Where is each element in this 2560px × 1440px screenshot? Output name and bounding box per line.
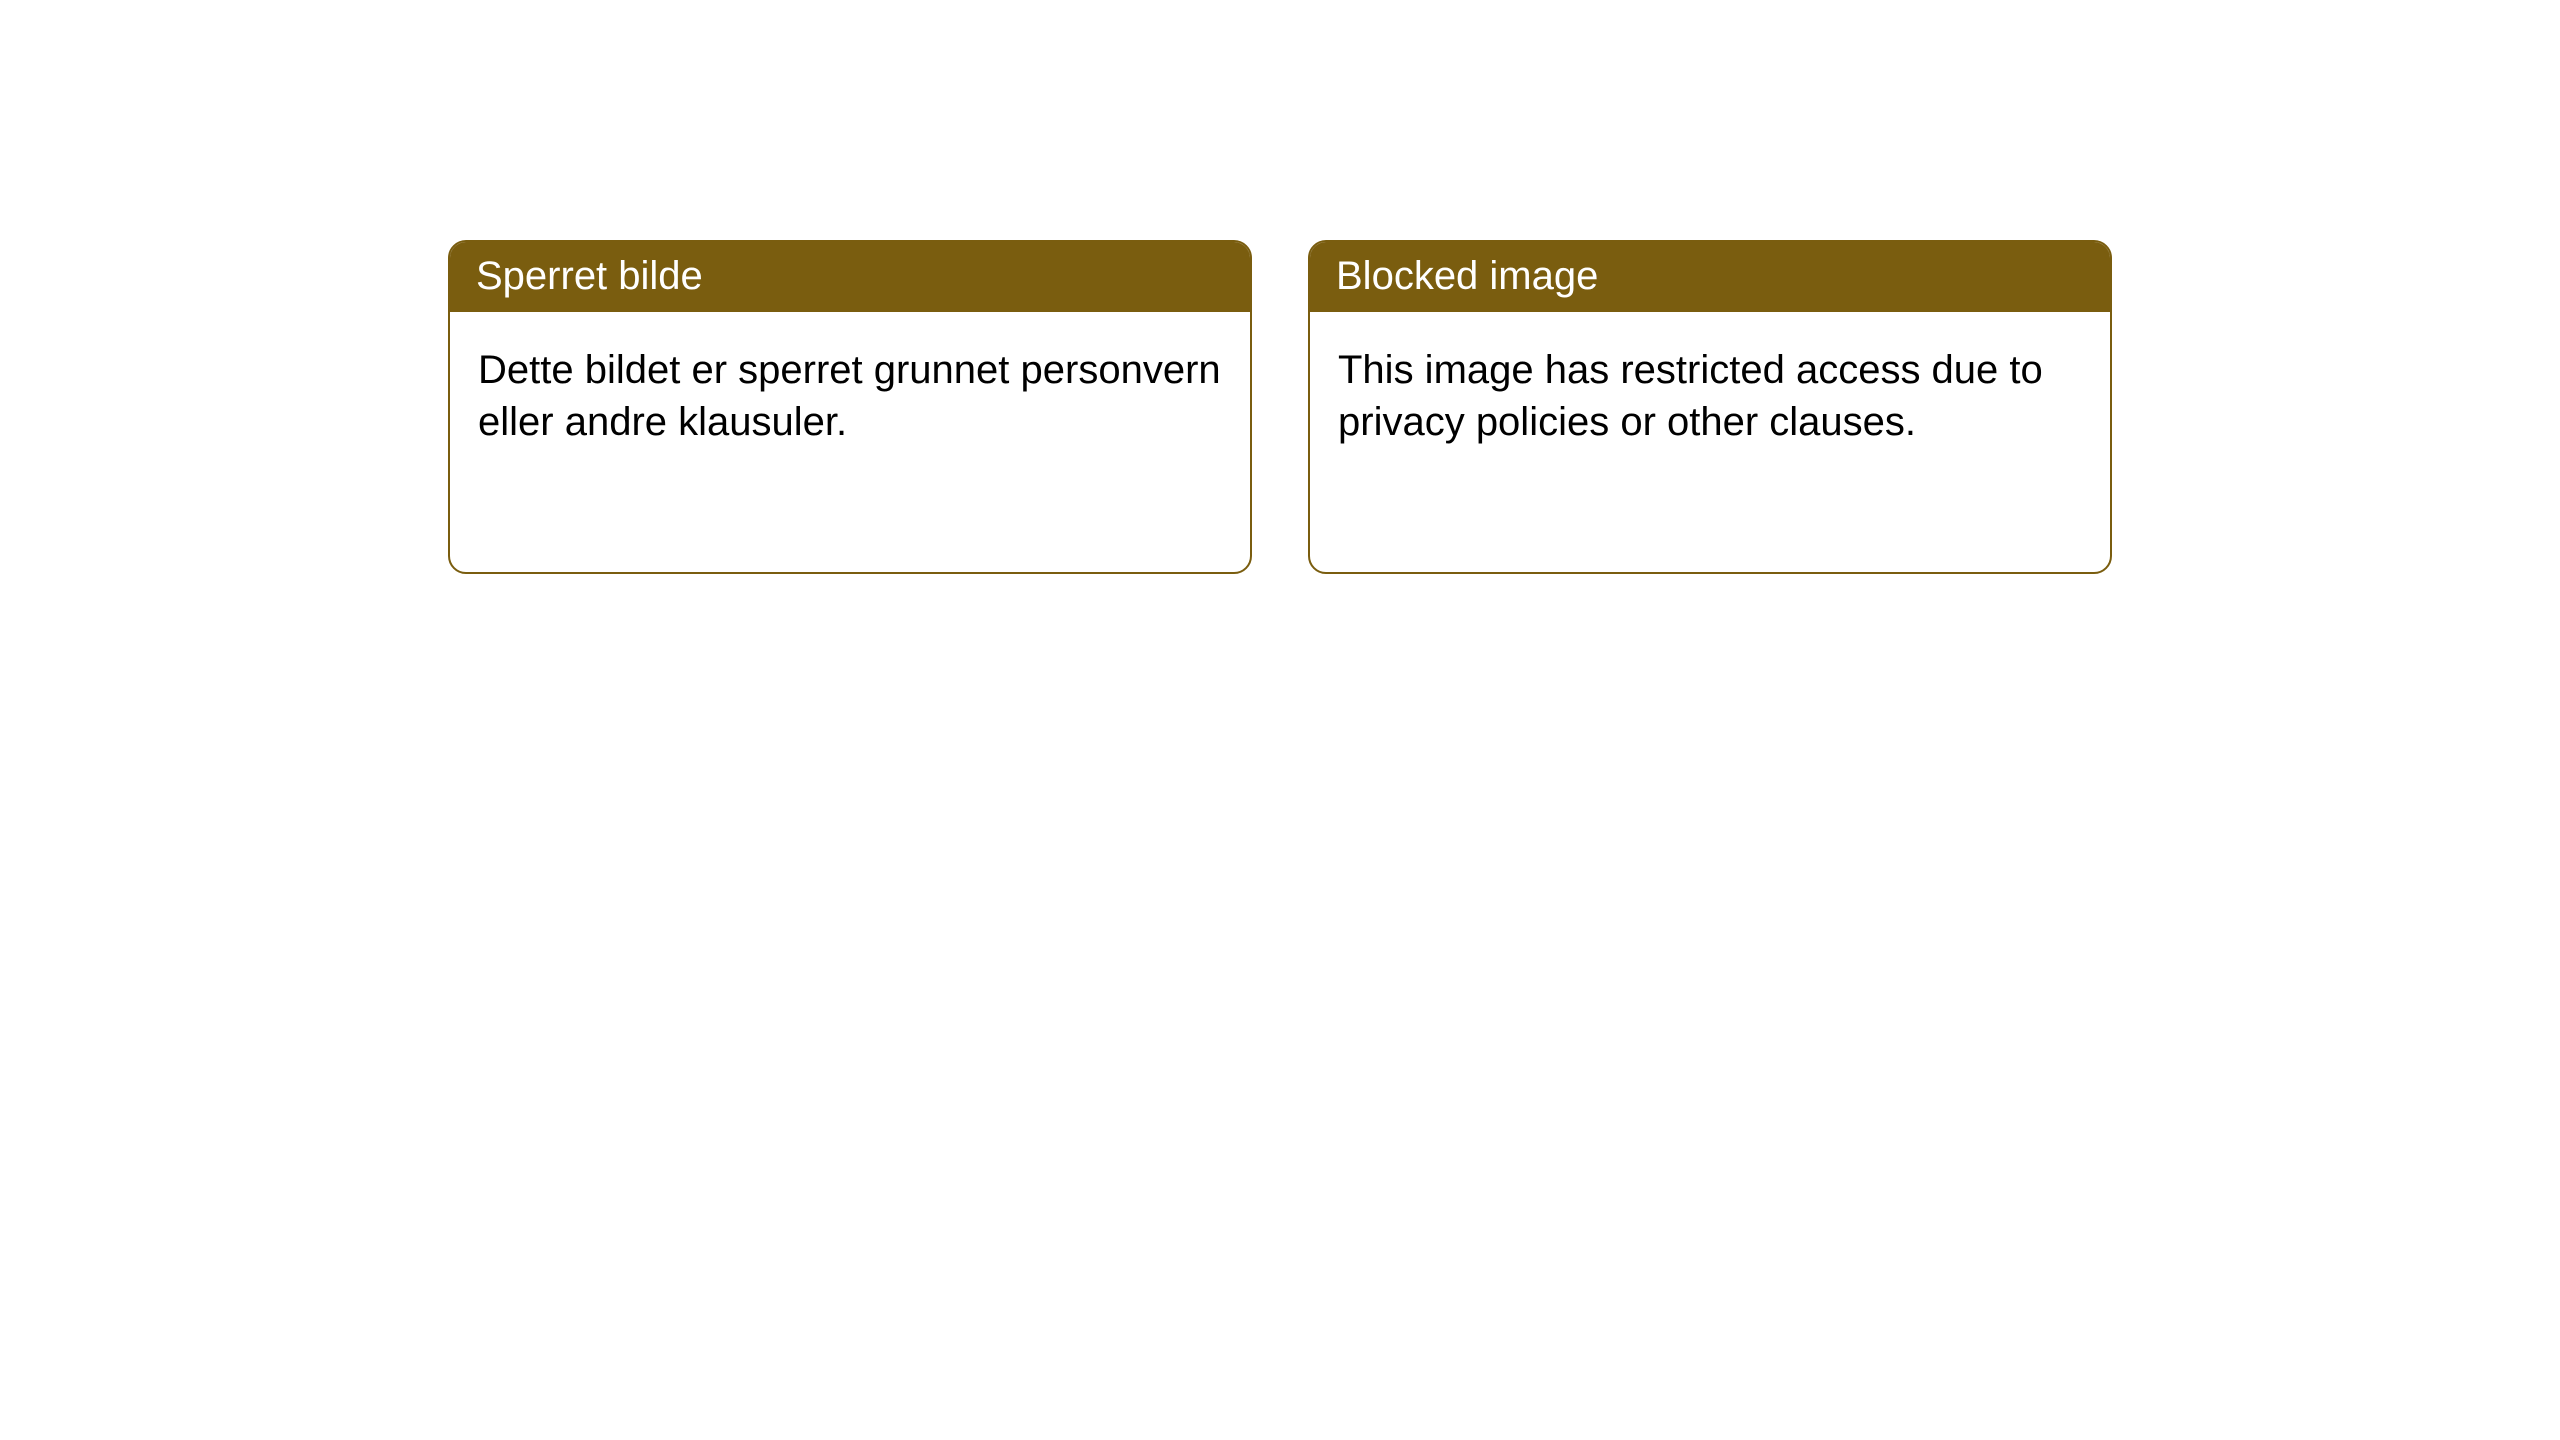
notice-card-english: Blocked image This image has restricted …	[1308, 240, 2112, 574]
notice-title-norwegian: Sperret bilde	[450, 242, 1250, 312]
notice-title-english: Blocked image	[1310, 242, 2110, 312]
notice-body-english: This image has restricted access due to …	[1310, 312, 2110, 480]
notice-body-norwegian: Dette bildet er sperret grunnet personve…	[450, 312, 1250, 480]
notice-container: Sperret bilde Dette bildet er sperret gr…	[0, 0, 2560, 574]
notice-card-norwegian: Sperret bilde Dette bildet er sperret gr…	[448, 240, 1252, 574]
